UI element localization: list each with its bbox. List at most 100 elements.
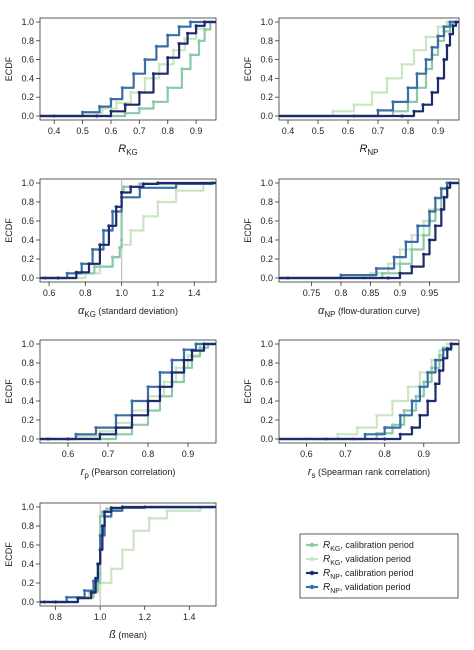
ecdf-point [109,97,113,101]
ecdf-line-rkg-cal [40,20,216,118]
ecdf-point [146,399,150,403]
ecdf-point [437,349,441,353]
y-tick-label: 0.8 [260,358,273,368]
x-tick-label: 0.9 [432,126,445,136]
y-tick-label: 0.0 [21,597,34,607]
ecdf-point [98,429,102,433]
ecdf-point [386,276,390,280]
ecdf-point [120,190,124,195]
ecdf-point [197,39,201,43]
x-tick-label: 0.7 [339,449,352,459]
ecdf-point [98,432,102,436]
ecdf-point [74,270,78,274]
ecdf-point [91,247,95,252]
y-axis-label: ECDF [4,218,14,243]
y-tick-label: 1.0 [260,339,273,349]
ecdf-point [374,266,378,271]
ecdf-line-rkg-val [40,342,216,441]
ecdf-point [120,86,124,90]
ecdf-point [98,548,102,552]
ecdf-point [156,181,160,185]
ecdf-point [418,413,422,417]
ecdf-point [177,42,181,46]
y-tick-label: 0.4 [21,396,34,406]
x-tick-label: 0.8 [142,449,155,459]
ecdf-point [94,576,98,580]
ecdf-line-rnp-cal [279,20,459,118]
ecdf-point [410,265,414,269]
ecdf-point [120,548,124,552]
y-tick-label: 1.0 [260,17,273,27]
ecdf-point [118,246,122,250]
ecdf-point [441,348,445,352]
ecdf-panel-3: 0.0 0.2 0.4 0.6 0.8 1.0 0.6 0.8 1.0 1.2 1.4 ECDF αKG… [4,178,217,319]
ecdf-point [439,208,443,212]
x-tick-label: 1.2 [138,612,151,622]
ecdf-line-rnp-val [279,181,459,280]
ecdf-point [436,76,440,80]
x-tick-label: 1.0 [94,612,107,622]
ecdf-point [445,43,449,48]
ecdf-point [422,252,426,256]
ecdf-point [130,399,134,403]
ecdf-point [355,426,359,430]
ecdf-point [143,58,147,62]
plot-frame [278,339,460,444]
ecdf-line-rnp-cal [40,505,216,604]
y-tick-label: 0.4 [260,73,273,83]
ecdf-point [437,369,441,373]
ecdf-point [448,32,452,36]
y-axis-label: ECDF [4,542,14,567]
ecdf-point [98,243,102,247]
ecdf-panel-2: 0.0 0.2 0.4 0.6 0.8 1.0 0.4 0.5 0.6 0.7 0.8 0.9 ECDF… [243,17,460,157]
ecdf-point [449,342,453,346]
x-tick-label: 0.6 [62,449,75,459]
ecdf-point [430,366,434,370]
x-tick-label: 0.7 [102,449,115,459]
x-tick-label: 0.6 [43,288,56,298]
ecdf-point [404,240,408,244]
ecdf-point [143,76,147,80]
ecdf-point [433,358,438,362]
y-tick-label: 0.6 [21,55,34,65]
ecdf-line-rnp-val [279,342,459,441]
ecdf-line-rkg-cal [279,342,459,441]
plot-frame [39,178,217,283]
y-tick-label: 0.2 [21,254,34,264]
ecdf-point [165,509,169,513]
ecdf-point [424,58,428,62]
legend-marker [309,584,315,590]
ecdf-point [448,20,452,24]
legend-item-label: RKG, calibration period [323,540,414,553]
ecdf-point [454,20,458,24]
ecdf-point [66,437,70,441]
ecdf-point [105,507,109,511]
ecdf-point [74,432,78,436]
x-tick-label: 0.4 [282,126,295,136]
ecdf-point [95,114,99,118]
x-tick-label: 0.7 [133,126,146,136]
ecdf-point [171,48,175,52]
ecdf-point [158,370,162,375]
y-tick-label: 1.0 [21,502,34,512]
x-tick-label: 1.0 [115,288,128,298]
y-tick-label: 1.0 [21,178,34,188]
ecdf-point [426,399,430,403]
ecdf-point [375,413,379,417]
ecdf-line-rkg-cal [40,342,216,441]
ecdf-point [398,271,402,275]
x-tick-label: 0.9 [182,449,195,459]
ecdf-point [120,238,124,242]
ecdf-line-rnp-val [40,505,216,604]
y-axis-label: ECDF [4,379,14,404]
ecdf-point [424,35,428,39]
y-tick-label: 0.6 [260,377,273,387]
ecdf-point [383,437,387,441]
x-axis-label: αKG (standard deviation) [78,305,178,319]
x-axis-label: ß (mean) [109,629,147,641]
x-tick-label: 0.6 [105,126,118,136]
ecdf-point [370,90,374,95]
ecdf-point [89,590,93,595]
x-tick-label: 1.4 [183,612,196,622]
y-tick-label: 0.2 [260,254,273,264]
